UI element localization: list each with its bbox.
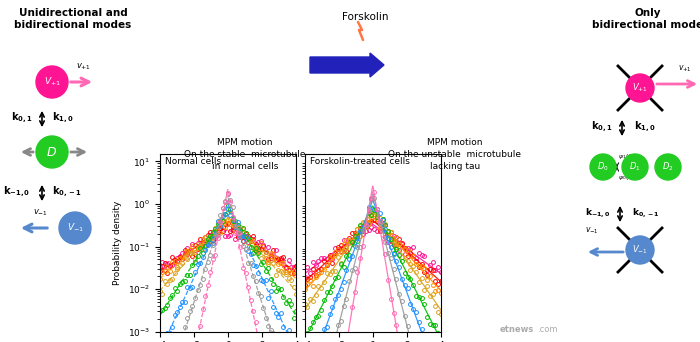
Text: $\psi_0(t)$: $\psi_0(t)$ bbox=[618, 173, 634, 182]
Circle shape bbox=[590, 154, 616, 180]
Circle shape bbox=[626, 74, 654, 102]
Text: MPM motion
On the unstable  microtubule
lacking tau: MPM motion On the unstable microtubule l… bbox=[389, 138, 522, 171]
Text: $D_0$: $D_0$ bbox=[597, 161, 609, 173]
Circle shape bbox=[622, 154, 648, 180]
Text: $D$: $D$ bbox=[46, 145, 57, 158]
Text: $D_1$: $D_1$ bbox=[629, 161, 641, 173]
Text: $\mathbf{k_{-1,0}}$: $\mathbf{k_{-1,0}}$ bbox=[3, 185, 30, 199]
Text: MPM motion
On the stable  microtubule
in normal cells: MPM motion On the stable microtubule in … bbox=[184, 138, 306, 171]
Text: $D_2$: $D_2$ bbox=[662, 161, 674, 173]
Text: $V_{+1}$: $V_{+1}$ bbox=[632, 82, 648, 94]
Text: $\mathbf{k_{0,1}}$: $\mathbf{k_{0,1}}$ bbox=[10, 111, 32, 125]
Circle shape bbox=[36, 136, 68, 168]
Text: $\mathbf{k_{-1,0}}$: $\mathbf{k_{-1,0}}$ bbox=[584, 206, 610, 220]
Text: $v_{-1}$: $v_{-1}$ bbox=[585, 225, 599, 236]
Text: $v_{+1}$: $v_{+1}$ bbox=[678, 64, 692, 74]
Text: $V_{-1}$: $V_{-1}$ bbox=[66, 222, 83, 234]
Text: $V_{+1}$: $V_{+1}$ bbox=[43, 76, 60, 88]
Text: $\psi_1(t)$: $\psi_1(t)$ bbox=[618, 152, 634, 161]
Circle shape bbox=[655, 154, 681, 180]
Y-axis label: Probability density: Probability density bbox=[113, 201, 122, 285]
Text: Normal cells: Normal cells bbox=[165, 157, 221, 167]
Text: $v_{-1}$: $v_{-1}$ bbox=[32, 208, 48, 218]
Circle shape bbox=[626, 236, 654, 264]
FancyArrow shape bbox=[310, 53, 384, 77]
Text: .com: .com bbox=[537, 326, 557, 334]
Text: $\mathbf{k_{0,-1}}$: $\mathbf{k_{0,-1}}$ bbox=[52, 185, 82, 199]
Text: $\mathbf{k_{0,-1}}$: $\mathbf{k_{0,-1}}$ bbox=[632, 206, 660, 220]
Text: etnews: etnews bbox=[500, 326, 534, 334]
Circle shape bbox=[36, 66, 68, 98]
Text: Unidirectional and
bidirectional modes: Unidirectional and bidirectional modes bbox=[15, 8, 132, 30]
Circle shape bbox=[59, 212, 91, 244]
Text: $\mathbf{k_{1,0}}$: $\mathbf{k_{1,0}}$ bbox=[52, 111, 74, 125]
Text: $v_{+1}$: $v_{+1}$ bbox=[76, 62, 90, 72]
Text: $\mathbf{k_{1,0}}$: $\mathbf{k_{1,0}}$ bbox=[634, 120, 656, 134]
Text: $\mathbf{k_{0,1}}$: $\mathbf{k_{0,1}}$ bbox=[591, 120, 612, 134]
Text: Forskolin-treated cells: Forskolin-treated cells bbox=[310, 157, 410, 167]
Text: Only
bidirectional mode: Only bidirectional mode bbox=[592, 8, 700, 30]
Text: Forskolin: Forskolin bbox=[342, 12, 388, 22]
Text: $V_{-1}$: $V_{-1}$ bbox=[632, 244, 648, 256]
